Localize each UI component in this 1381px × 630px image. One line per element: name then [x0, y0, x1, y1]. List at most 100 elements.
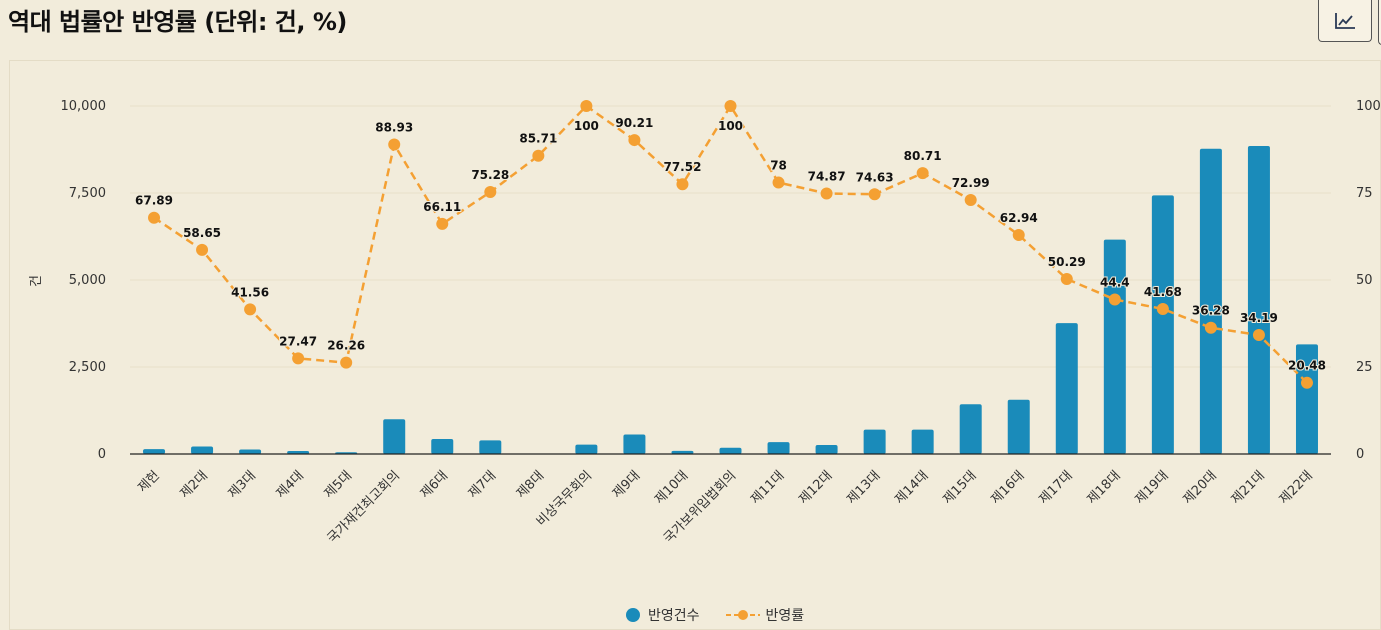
x-tick-label: 제14대: [892, 468, 931, 507]
data-label: 90.21: [615, 116, 653, 130]
bar: [1247, 146, 1270, 454]
x-tick-label: 제10대: [652, 468, 691, 507]
x-tick-label: 제16대: [988, 468, 1027, 507]
line-point: [916, 167, 929, 180]
y-right-tick-label: 50: [1356, 273, 1373, 288]
bar: [287, 451, 310, 454]
data-label: 67.89: [135, 194, 173, 208]
bar: [1103, 239, 1126, 454]
data-label: 41.56: [231, 285, 269, 299]
y-right-tick-label: 25: [1356, 360, 1373, 375]
y-left-tick-label: 5,000: [69, 273, 106, 288]
line-point: [772, 176, 785, 189]
data-label: 77.52: [663, 160, 701, 174]
data-label: 74.63: [856, 170, 894, 184]
gridlines: [130, 105, 1331, 368]
line-point: [388, 138, 401, 151]
line-point: [964, 193, 977, 206]
axes: 0 2,500 5,000 7,500 10,000 0 25 50 75 100 건제헌 제2대 제3…: [29, 99, 1381, 546]
line-point: [340, 356, 353, 369]
bar: [191, 446, 214, 454]
bar: [719, 447, 742, 454]
bar-series: [143, 146, 1318, 454]
y-left-tick-label: 7,500: [69, 186, 106, 201]
y-right-tick-label: 75: [1356, 186, 1373, 201]
line-point: [1300, 376, 1313, 389]
chart-type-button[interactable]: [1318, 0, 1372, 42]
data-label: 27.47: [279, 334, 317, 348]
y-left-tick-label: 2,500: [69, 360, 106, 375]
x-tick-label: 제21대: [1229, 468, 1268, 507]
y-left-tick-label: 10,000: [61, 99, 107, 114]
line-point: [484, 186, 497, 199]
x-tick-label: 제헌: [135, 468, 163, 496]
legend-bar-label: 반영건수: [648, 608, 700, 624]
line-point: [244, 303, 257, 316]
line-point: [580, 100, 593, 112]
y-left-tick-label: 0: [98, 447, 106, 462]
line-point: [1060, 272, 1073, 285]
x-tick-label: 제18대: [1084, 468, 1123, 507]
bar: [1055, 323, 1078, 454]
bar: [575, 444, 598, 454]
x-tick-label: 제6대: [418, 468, 451, 501]
data-label: 36.28: [1192, 304, 1230, 318]
data-label: 78: [770, 159, 787, 173]
bar: [623, 434, 646, 454]
x-tick-label: 제11대: [748, 468, 787, 507]
x-tick-label: 제5대: [322, 468, 355, 501]
legend-line-marker: [725, 608, 760, 622]
x-tick-label: 제15대: [940, 468, 979, 507]
line-point: [436, 217, 449, 230]
data-label: 88.93: [375, 121, 413, 135]
line-point: [1108, 293, 1121, 306]
data-label: 100: [718, 119, 743, 133]
bar: [815, 444, 838, 454]
x-tick-label: 제8대: [514, 468, 547, 501]
x-tick-label: 제22대: [1277, 468, 1316, 507]
data-label: 80.71: [904, 149, 942, 163]
data-label: 41.68: [1144, 285, 1182, 299]
line-point: [1204, 321, 1217, 334]
x-tick-label: 제13대: [844, 468, 883, 507]
x-tick-label: 제2대: [178, 468, 211, 501]
line-point: [628, 134, 641, 147]
data-label: 100: [574, 119, 599, 133]
legend: 반영건수 반영률: [626, 605, 830, 625]
page-title: 역대 법률안 반영률 (단위: 건, %): [8, 8, 347, 36]
x-tick-label: 제4대: [274, 468, 307, 501]
line-point: [868, 188, 881, 201]
bar: [143, 449, 166, 454]
x-tick-label: 제9대: [610, 468, 643, 501]
bar: [1199, 148, 1222, 454]
line-point: [676, 178, 689, 191]
bar: [671, 450, 694, 454]
data-label: 72.99: [952, 176, 990, 190]
line-point: [196, 243, 209, 256]
bar: [863, 429, 886, 454]
legend-item-bar[interactable]: 반영건수: [626, 605, 700, 625]
bar: [383, 419, 406, 454]
legend-item-line[interactable]: 반영률: [725, 605, 804, 625]
data-label: 44.4: [1100, 275, 1130, 289]
bar: [1151, 195, 1174, 454]
data-label: 75.28: [471, 168, 509, 182]
y-left-axis-label: 건: [29, 275, 44, 287]
data-label: 85.71: [519, 132, 557, 146]
combo-chart: 67.89 58.65 41.56 27.47 26.26 88.93 66.11 75.28…: [29, 99, 1381, 546]
data-label: 58.65: [183, 226, 221, 240]
line-series: [148, 100, 1313, 389]
line-point: [1252, 329, 1265, 342]
bar: [767, 442, 790, 454]
x-tick-label: 제19대: [1132, 468, 1171, 507]
line-point: [820, 187, 833, 200]
bar: [431, 439, 454, 454]
extra-toolbar-button[interactable]: [1378, 0, 1381, 45]
x-tick-label: 제17대: [1036, 468, 1075, 507]
bar: [911, 429, 934, 454]
data-label: 74.87: [808, 169, 846, 183]
data-label: 26.26: [327, 339, 365, 353]
line-point: [1156, 302, 1169, 315]
data-label: 34.19: [1240, 311, 1278, 325]
line-chart-icon: [1335, 12, 1355, 29]
